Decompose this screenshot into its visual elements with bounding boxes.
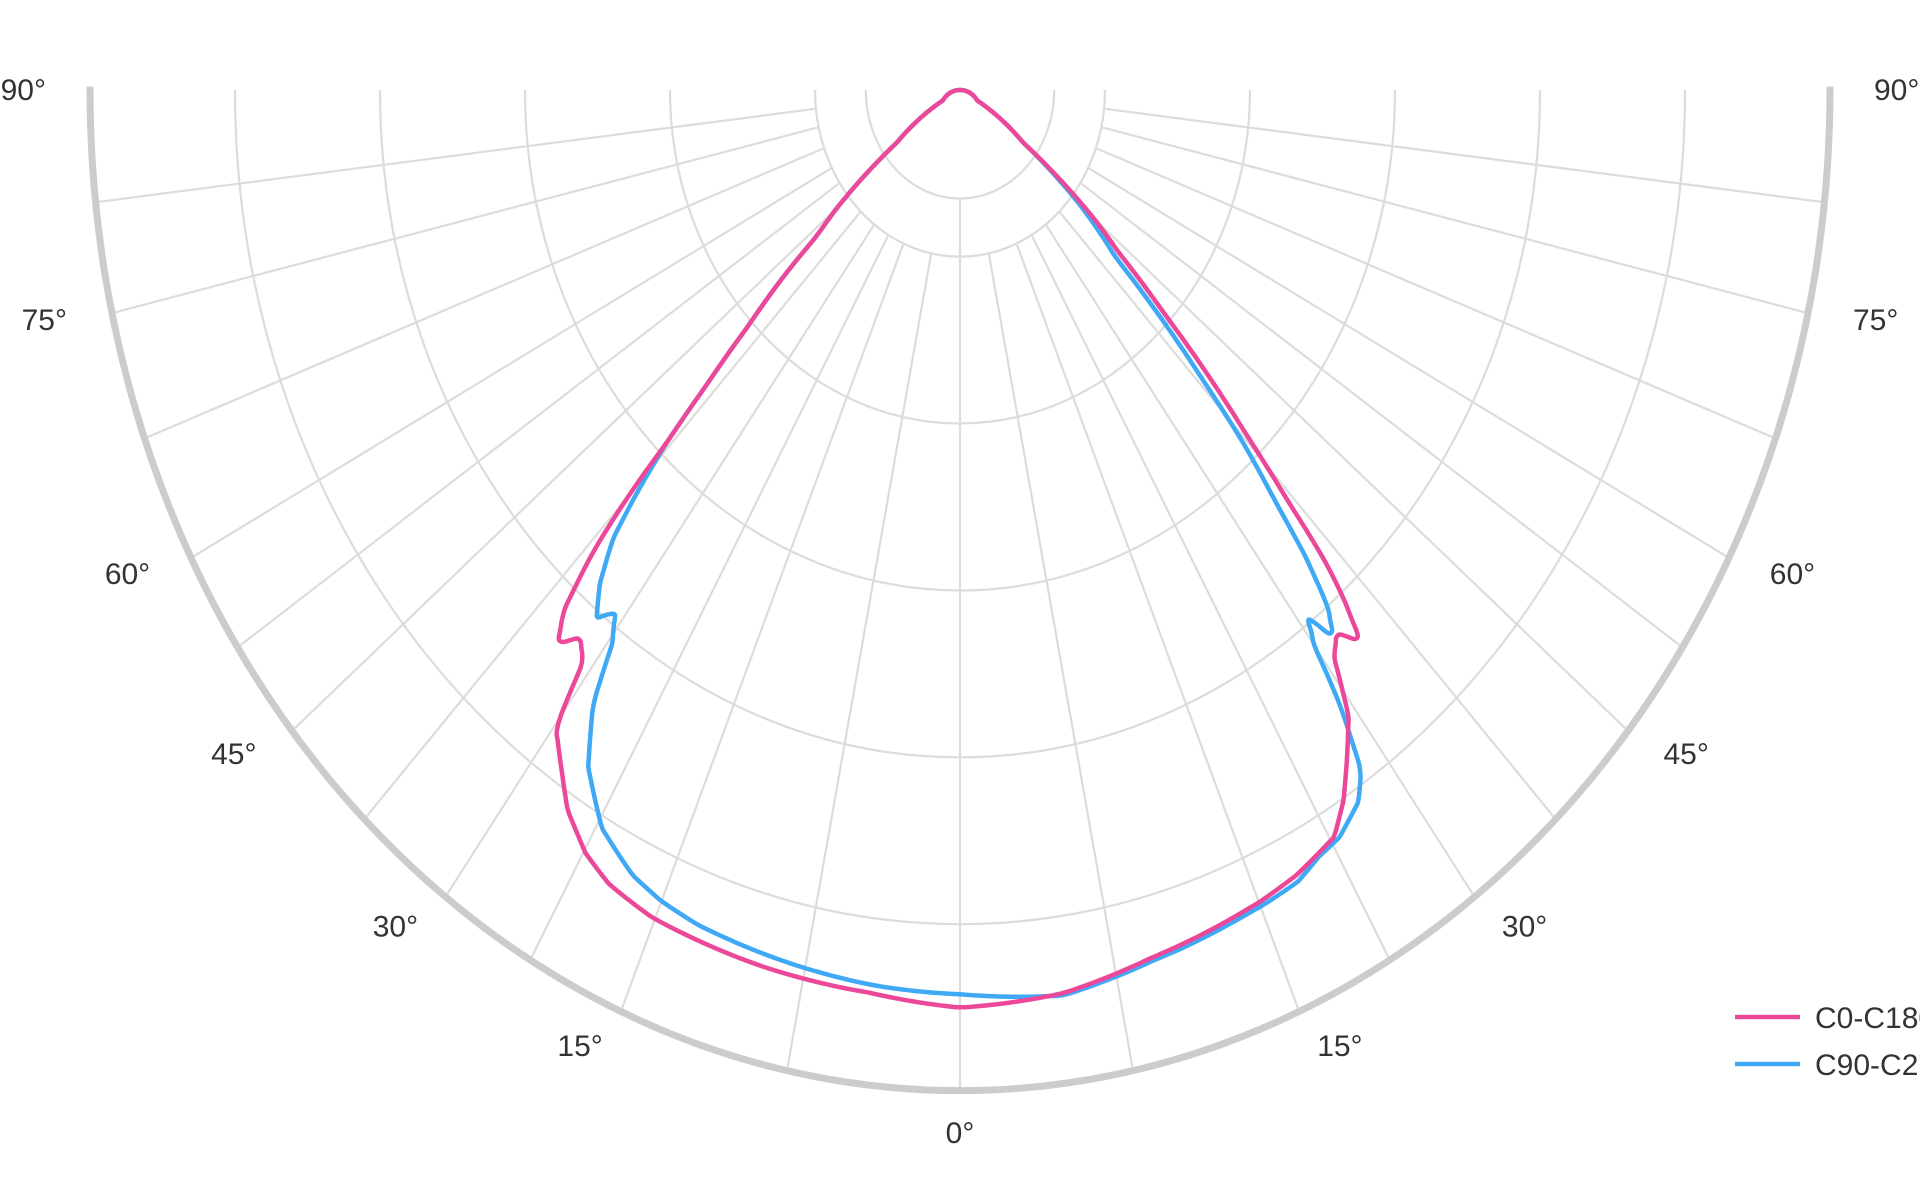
svg-text:90°: 90°: [1874, 74, 1919, 107]
svg-text:90°: 90°: [1, 74, 46, 107]
svg-text:30°: 30°: [1502, 911, 1547, 944]
svg-text:45°: 45°: [211, 738, 256, 771]
svg-text:60°: 60°: [105, 558, 150, 591]
svg-text:C90-C270: C90-C270: [1815, 1049, 1920, 1082]
svg-text:75°: 75°: [22, 304, 67, 337]
svg-text:C0-C180: C0-C180: [1815, 1002, 1920, 1035]
svg-text:15°: 15°: [1317, 1030, 1362, 1063]
svg-text:60°: 60°: [1770, 558, 1815, 591]
svg-text:30°: 30°: [373, 911, 418, 944]
svg-text:15°: 15°: [557, 1030, 602, 1063]
svg-text:75°: 75°: [1853, 304, 1898, 337]
svg-text:0°: 0°: [946, 1117, 975, 1150]
svg-text:45°: 45°: [1664, 738, 1709, 771]
